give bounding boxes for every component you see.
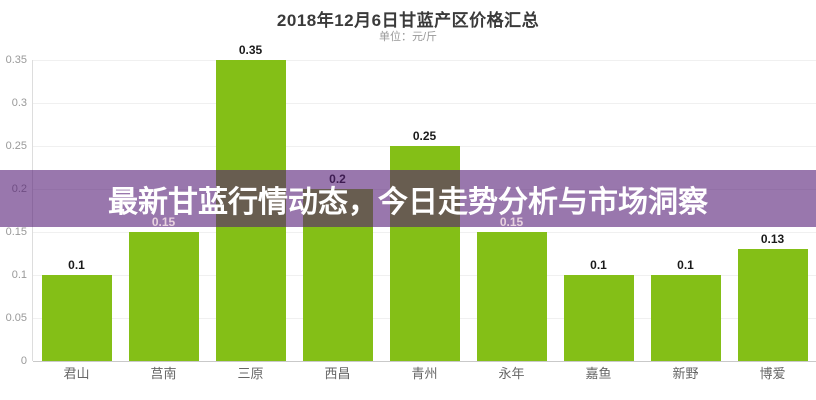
y-axis-label: 0.15 [5,226,27,238]
bar [477,232,547,361]
chart-subtitle: 单位：元/斤 [378,31,438,43]
x-axis-label: 永年 [498,366,525,381]
y-axis-label: 0.05 [5,312,27,324]
bar-value-label: 0.15 [499,215,524,229]
bar-value-label: 0.13 [760,232,785,246]
x-axis-label: 嘉鱼 [585,366,612,381]
gridline [33,103,816,104]
x-axis-label: 博爱 [759,366,786,381]
bar [651,275,721,361]
y-axis-label: 0.1 [11,269,27,281]
x-axis-label: 西昌 [324,366,351,381]
bar-value-label: 0.1 [590,258,607,272]
bar-value-label: 0.15 [151,215,176,229]
promo-overlay-banner: 最新甘蓝行情动态，今日走势分析与市场洞察 [0,170,816,227]
bar-value-label: 0.35 [238,43,263,57]
y-axis-label: 0.3 [11,97,27,109]
x-axis-label: 青州 [411,366,438,381]
y-axis-label: 0.25 [5,140,27,152]
x-axis-label: 君山 [63,366,90,381]
x-axis-label: 三原 [237,366,264,381]
chart-title: 2018年12月6日甘蓝产区价格汇总 [276,11,540,30]
y-axis-label: 0 [20,355,27,367]
bar-value-label: 0.1 [68,258,85,272]
promo-overlay-text: 最新甘蓝行情动态，今日走势分析与市场洞察 [108,185,708,219]
x-axis-label: 新野 [672,366,699,381]
gridline [33,361,816,362]
y-axis-label: 0.35 [5,54,27,66]
bar-value-label: 0.1 [677,258,694,272]
bar-value-label: 0.25 [412,129,437,143]
bar [129,232,199,361]
x-axis-label: 莒南 [150,366,177,381]
bar [42,275,112,361]
gridline [33,60,816,61]
bar [564,275,634,361]
bar [738,249,808,361]
